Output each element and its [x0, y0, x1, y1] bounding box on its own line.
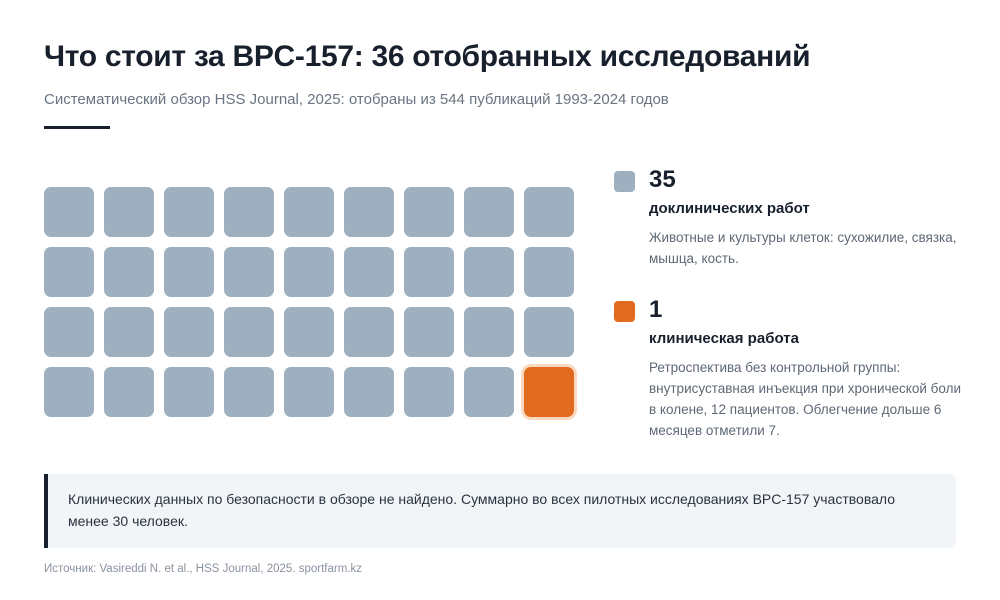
waffle-cell-preclinical — [164, 187, 214, 237]
waffle-cell-preclinical — [344, 367, 394, 417]
waffle-cell-clinical — [524, 367, 574, 417]
title-underline — [44, 126, 110, 129]
waffle-cell-preclinical — [224, 367, 274, 417]
waffle-cell-preclinical — [404, 367, 454, 417]
callout-note-text: Клинических данных по безопасности в обз… — [68, 491, 895, 529]
waffle-cell-preclinical — [464, 247, 514, 297]
waffle-cell-preclinical — [404, 187, 454, 237]
waffle-cell-preclinical — [44, 187, 94, 237]
callout-note: Клинических данных по безопасности в обз… — [44, 474, 956, 548]
waffle-cell-preclinical — [44, 247, 94, 297]
waffle-cell-preclinical — [404, 247, 454, 297]
waffle-cell-preclinical — [524, 247, 574, 297]
waffle-cell-preclinical — [284, 247, 334, 297]
legend-swatch-clinical — [614, 301, 635, 322]
waffle-cell-preclinical — [464, 307, 514, 357]
waffle-cell-preclinical — [164, 247, 214, 297]
waffle-cell-preclinical — [404, 307, 454, 357]
waffle-cell-preclinical — [164, 307, 214, 357]
legend-count-preclinical: 35 — [649, 166, 676, 193]
waffle-cell-preclinical — [224, 307, 274, 357]
legend-description-clinical: Ретроспектива без контрольной группы: вн… — [649, 360, 962, 438]
legend-swatch-preclinical — [614, 171, 635, 192]
waffle-cell-preclinical — [104, 367, 154, 417]
legend-count-clinical: 1 — [649, 296, 663, 323]
waffle-cell-preclinical — [104, 247, 154, 297]
waffle-cell-preclinical — [224, 247, 274, 297]
waffle-cell-preclinical — [344, 307, 394, 357]
waffle-cell-preclinical — [104, 187, 154, 237]
waffle-cell-preclinical — [464, 367, 514, 417]
page-title: Что стоит за BPC-157: 36 отобранных иссл… — [44, 40, 811, 73]
waffle-cell-preclinical — [284, 307, 334, 357]
waffle-cell-preclinical — [44, 307, 94, 357]
waffle-chart — [44, 187, 584, 427]
waffle-cell-preclinical — [104, 307, 154, 357]
waffle-cell-preclinical — [44, 367, 94, 417]
waffle-cell-preclinical — [344, 247, 394, 297]
legend-description-preclinical: Животные и культуры клеток: сухожилие, с… — [649, 230, 957, 266]
waffle-cell-preclinical — [524, 187, 574, 237]
waffle-cell-preclinical — [224, 187, 274, 237]
source-credit: Источник: Vasireddi N. et al., HSS Journ… — [44, 563, 362, 575]
waffle-cell-preclinical — [284, 187, 334, 237]
waffle-cell-preclinical — [284, 367, 334, 417]
page-subtitle: Систематический обзор HSS Journal, 2025:… — [44, 91, 669, 108]
waffle-cell-preclinical — [524, 307, 574, 357]
waffle-cell-preclinical — [464, 187, 514, 237]
legend-label-clinical: клиническая работа — [649, 330, 799, 347]
legend-label-preclinical: доклинических работ — [649, 200, 810, 217]
waffle-cell-preclinical — [164, 367, 214, 417]
waffle-cell-preclinical — [344, 187, 394, 237]
